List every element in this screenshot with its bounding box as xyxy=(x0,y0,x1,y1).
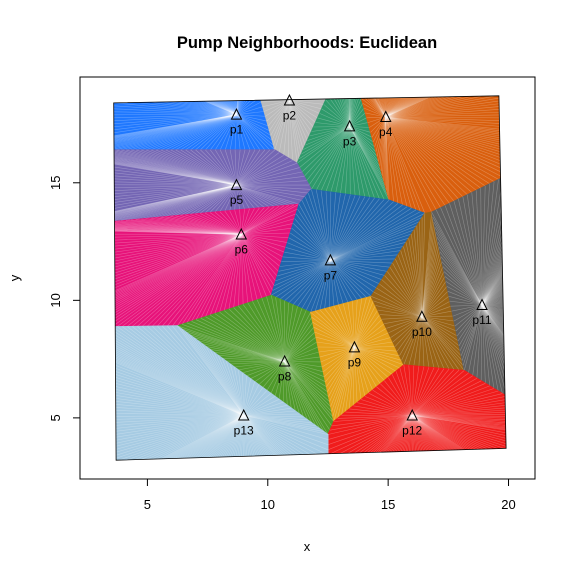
region-p10-hatch xyxy=(370,212,465,371)
region-p13-fill xyxy=(113,325,329,461)
pump-marker-p2 xyxy=(283,93,296,106)
pump-label-p10: p10 xyxy=(412,325,432,339)
y-tick-label-15: 15 xyxy=(48,176,63,190)
pump-marker-p6 xyxy=(235,227,248,240)
region-p4 xyxy=(347,95,507,214)
region-p7-hatch xyxy=(271,189,425,313)
pump-marker-p12 xyxy=(406,408,419,421)
pump-label-p9: p9 xyxy=(348,355,362,369)
pump-label-p6: p6 xyxy=(235,243,249,257)
region-p13 xyxy=(113,325,329,461)
pump-marker-p4 xyxy=(379,110,392,122)
pump-label-p2: p2 xyxy=(283,109,297,123)
region-p1-fill xyxy=(113,95,276,151)
y-tick-label-10: 10 xyxy=(48,293,63,307)
pump-label-p3: p3 xyxy=(343,134,357,148)
region-p7 xyxy=(270,188,426,313)
y-tick-label-5: 5 xyxy=(48,414,63,421)
pump-marker-p1 xyxy=(230,107,243,120)
pump-marker-p7 xyxy=(324,253,337,266)
x-tick-label-15: 15 xyxy=(381,497,395,512)
y-axis: 5 10 15 xyxy=(48,176,81,421)
pump-marker-p8 xyxy=(278,354,291,367)
region-p3 xyxy=(296,95,390,201)
pump-label-p13: p13 xyxy=(234,424,254,438)
region-p10 xyxy=(370,211,465,372)
pump-label-p7: p7 xyxy=(324,268,338,282)
region-p9-hatch xyxy=(310,296,404,422)
pump-markers: p1 p2 p3 p4 p5 p6 p7 p8 p9 p10 p11 p12 p13 xyxy=(230,93,492,438)
region-p4-hatch xyxy=(347,95,507,214)
x-axis: 5 10 15 20 xyxy=(144,478,516,512)
y-axis-label: y xyxy=(7,274,22,281)
pump-label-p1: p1 xyxy=(230,123,244,137)
x-axis-label: x xyxy=(304,539,311,554)
region-p6-hatch xyxy=(113,203,300,328)
pump-label-p4: p4 xyxy=(379,125,393,139)
region-p6 xyxy=(113,203,300,329)
region-p11-hatch xyxy=(431,137,507,443)
region-p5-hatch xyxy=(113,149,312,230)
region-p12-fill xyxy=(327,364,507,461)
region-p11 xyxy=(431,137,507,444)
x-tick-label-10: 10 xyxy=(261,497,275,512)
voronoi-regions xyxy=(113,95,507,461)
neighborhood-boundary xyxy=(113,95,507,461)
pump-label-p11: p11 xyxy=(472,313,491,327)
pump-label-p8: p8 xyxy=(278,370,292,384)
pump-label-p12: p12 xyxy=(402,424,422,438)
pump-marker-p5 xyxy=(230,178,243,191)
region-p8-hatch xyxy=(177,295,335,435)
region-p13-hatch xyxy=(113,325,329,461)
pump-marker-p11 xyxy=(476,298,488,311)
pump-marker-p9 xyxy=(348,340,361,353)
x-tick-label-5: 5 xyxy=(144,497,151,512)
x-tick-label-20: 20 xyxy=(501,497,515,512)
chart-title: Pump Neighborhoods: Euclidean xyxy=(177,34,437,52)
pump-marker-p10 xyxy=(416,310,428,322)
pump-marker-p3 xyxy=(343,119,356,132)
pump-label-p5: p5 xyxy=(230,193,244,207)
pump-marker-p13 xyxy=(237,408,250,421)
region-p12 xyxy=(327,364,507,461)
